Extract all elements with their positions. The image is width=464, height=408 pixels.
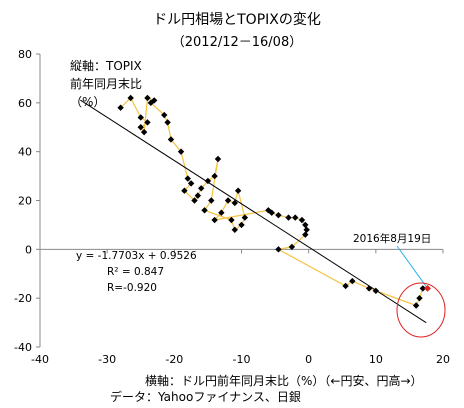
data-point (302, 231, 309, 238)
data-point (234, 187, 242, 194)
data-point (144, 94, 151, 102)
source-note: データ：Yahooファイナンス、日銀 (110, 389, 301, 404)
data-point (302, 221, 309, 229)
data-point (231, 199, 238, 207)
data-point (137, 124, 144, 131)
data-point (198, 185, 205, 192)
data-point (191, 197, 198, 204)
trendline (80, 99, 427, 324)
x-tick-label: -20 (165, 353, 183, 366)
data-point (117, 104, 124, 111)
data-point (365, 285, 373, 292)
data-point (211, 216, 218, 224)
data-point (208, 197, 215, 204)
y-tick-label: 40 (18, 146, 32, 159)
data-point (412, 302, 420, 309)
data-point (265, 207, 272, 214)
connector-path (120, 97, 428, 307)
x-tick-label: -30 (98, 353, 116, 366)
data-point (181, 187, 188, 194)
data-point (201, 207, 208, 214)
data-point (416, 294, 423, 302)
x-tick-label: -10 (233, 353, 251, 366)
data-point (275, 246, 282, 253)
ylabel-line-1: 縦軸：TOPIX (70, 59, 142, 73)
data-point (303, 226, 310, 233)
data-point (298, 216, 306, 224)
data-point (147, 99, 155, 107)
data-point (241, 214, 249, 221)
trendline-group (80, 99, 427, 324)
r-squared: R² = 0.847 (107, 266, 164, 278)
data-point (268, 209, 275, 216)
data-point (285, 214, 292, 221)
data-point (275, 211, 282, 219)
data-point (419, 285, 427, 292)
chart-title: ドル円相場とTOPIXの変化 (153, 11, 321, 28)
connector-lines (120, 97, 428, 307)
y-tick-label: 20 (18, 195, 32, 208)
data-point (187, 180, 195, 187)
data-point (372, 287, 380, 295)
x-axis-label: 横軸：ドル円前年同月末比（%）（←円安、円高→） (145, 373, 423, 388)
y-tick-label: 60 (18, 97, 32, 110)
data-point (218, 209, 225, 216)
data-point (140, 128, 148, 136)
data-point (167, 136, 175, 143)
data-point (184, 175, 191, 182)
ylabel-line-3: （%） (70, 95, 105, 109)
data-point (127, 94, 134, 102)
data-point (137, 114, 144, 121)
data-point (161, 111, 168, 119)
data-point (224, 197, 232, 204)
data-point (204, 177, 212, 185)
callout-leader-line (396, 245, 428, 289)
data-point (288, 243, 296, 251)
data-point (214, 155, 222, 163)
data-points (117, 94, 427, 309)
regression-equation: y = -1.7703x + 0.9526 (76, 250, 197, 262)
x-tick-label: 10 (369, 353, 383, 366)
data-point (342, 282, 349, 290)
data-point (228, 216, 235, 224)
data-point (292, 214, 299, 221)
x-tick-label: 20 (436, 353, 450, 366)
y-tick-label: -20 (14, 292, 32, 305)
x-tick-label: 0 (305, 353, 312, 366)
data-point (194, 192, 202, 199)
y-tick-label: 0 (25, 243, 32, 256)
data-point (211, 172, 218, 180)
y-tick-label: -40 (14, 341, 32, 354)
y-tick-label: 80 (18, 48, 32, 61)
data-point (177, 148, 185, 155)
correlation-r: R=-0.920 (107, 282, 157, 294)
axes (36, 53, 444, 348)
data-point (164, 119, 171, 126)
callout-group (396, 245, 446, 338)
data-point (144, 119, 151, 126)
highlight-point (424, 285, 431, 292)
date-annotation: 2016年8月19日 (353, 232, 431, 245)
data-point (231, 226, 238, 233)
data-point (349, 277, 356, 285)
tick-labels: -40 -20 0 20 40 60 80 -40 -30 -20 -10 0 10 20 (14, 48, 450, 366)
highlight-circle (396, 282, 446, 338)
x-tick-label: -40 (31, 353, 49, 366)
data-point (238, 221, 245, 229)
chart-subtitle: （2012/12－16/08） (172, 35, 302, 50)
ylabel-line-2: 前年同月末比 (70, 76, 142, 91)
